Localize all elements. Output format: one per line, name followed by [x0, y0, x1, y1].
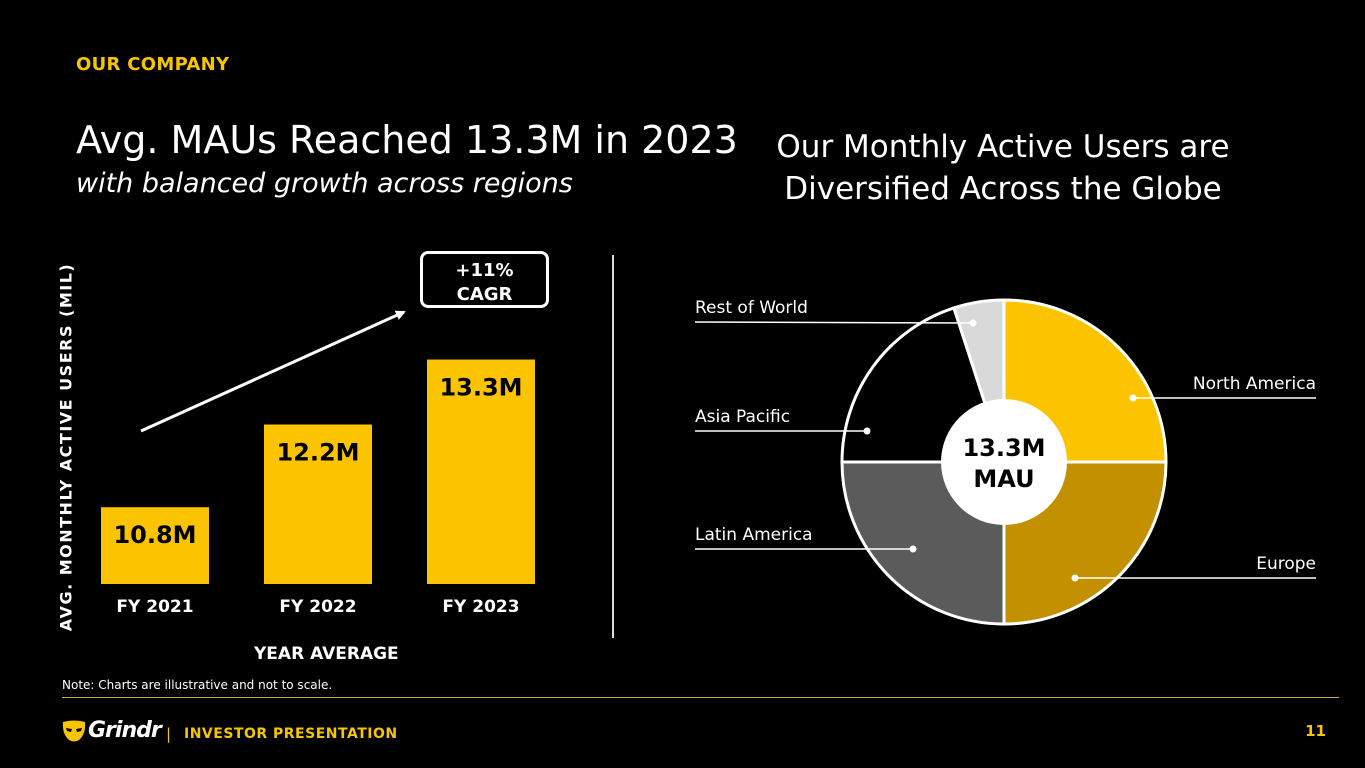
- footer-separator: |: [166, 725, 172, 743]
- cagr-value: +11%: [455, 260, 514, 281]
- pie-section-title: Our Monthly Active Users are Diversified…: [700, 126, 1306, 210]
- leader-line: [694, 321, 974, 324]
- footer-divider: [62, 697, 1339, 698]
- bar-data-label: 10.8M: [113, 521, 196, 549]
- grindr-mask-icon: [62, 720, 86, 742]
- bar-data-label: 12.2M: [276, 439, 359, 467]
- leader-dot: [863, 427, 871, 435]
- bar-fy-2023: [427, 359, 535, 584]
- bar-fy-2022: [264, 424, 372, 584]
- cagr-badge: +11% CAGR: [420, 251, 549, 308]
- bar-category-label: FY 2021: [116, 597, 193, 617]
- pie-label-rest-of-world: Rest of World: [695, 298, 808, 318]
- pie-center-unit: MAU: [973, 465, 1034, 493]
- footer-title: INVESTOR PRESENTATION: [184, 726, 398, 742]
- pie-label-north-america: North America: [1193, 374, 1316, 394]
- footer-brand: Grindr: [88, 718, 162, 743]
- bar-category-label: FY 2022: [279, 597, 356, 617]
- vertical-divider: [612, 255, 614, 638]
- page-number: 11: [1305, 722, 1326, 740]
- bar-chart-x-axis-title: YEAR AVERAGE: [254, 644, 399, 664]
- leader-dot: [969, 319, 977, 327]
- pie-label-latin-america: Latin America: [695, 525, 813, 545]
- pie-title-line2: Diversified Across the Globe: [784, 171, 1222, 207]
- bar-chart: 10.8M FY 2021 12.2M FY 2022 13.3M FY 2023: [101, 310, 535, 617]
- bar-fy-2021: [101, 507, 209, 584]
- pie-chart: North America Europe Latin America Asia Pac…: [694, 298, 1316, 626]
- page-title: Avg. MAUs Reached 13.3M in 2023: [76, 118, 738, 162]
- bar-category-label: FY 2023: [442, 597, 519, 617]
- pie-label-asia-pacific: Asia Pacific: [695, 407, 790, 427]
- page-subtitle: with balanced growth across regions: [76, 168, 573, 199]
- pie-center-disc: [941, 399, 1067, 525]
- pie-title-line1: Our Monthly Active Users are: [776, 129, 1230, 165]
- bar-data-label: 13.3M: [439, 374, 522, 402]
- leader-dot: [909, 545, 917, 553]
- footnote: Note: Charts are illustrative and not to…: [62, 678, 333, 692]
- leader-dot: [1071, 574, 1079, 582]
- cagr-label: CAGR: [456, 284, 513, 305]
- pie-label-europe: Europe: [1256, 554, 1316, 574]
- growth-arrow: [140, 310, 406, 433]
- pie-center-value: 13.3M: [962, 434, 1045, 462]
- leader-dot: [1129, 394, 1137, 402]
- section-eyebrow: OUR COMPANY: [76, 54, 230, 75]
